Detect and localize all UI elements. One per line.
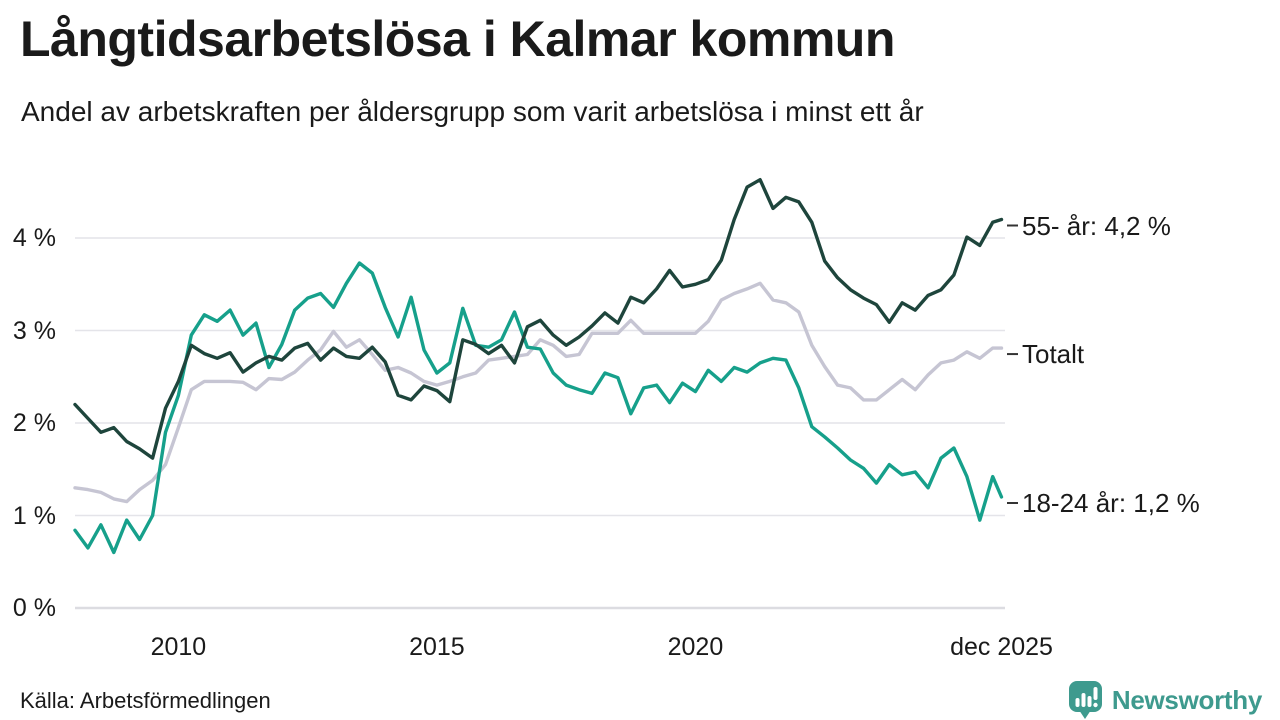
series-lines: [73, 177, 1004, 555]
x-axis-tick-label: 2015: [409, 633, 465, 661]
y-axis-tick-label: 3 %: [12, 316, 56, 345]
series-end-label-Totalt: Totalt: [1022, 339, 1085, 370]
x-axis-tick-label: 2010: [150, 633, 207, 661]
y-axis-tick-label: 0 %: [12, 594, 56, 622]
gridlines: [75, 237, 1005, 610]
page-title: Långtidsarbetslösa i Kalmar kommun: [20, 11, 895, 67]
series-end-label-18-24 år: 18-24 år: 1,2 %: [1022, 488, 1200, 518]
series-line-18-24 år: [73, 261, 1004, 555]
y-axis-tick-label: 1 %: [12, 501, 56, 530]
x-axis-tick-label: dec 2025: [950, 633, 1053, 661]
series-end-ticks: [1007, 224, 1018, 504]
series-line-55- år: [73, 177, 1004, 460]
x-axis-tick-label: 2020: [667, 633, 724, 661]
series-end-label-55- år: 55- år: 4,2 %: [1022, 210, 1171, 241]
page-subtitle: Andel av arbetskraften per åldersgrupp s…: [21, 96, 924, 127]
brand-logo: Newsworthy: [1068, 680, 1262, 720]
y-axis-tick-label: 2 %: [12, 409, 56, 437]
brand-name: Newsworthy: [1111, 684, 1262, 715]
newsworthy-bubble-chart-icon: [1068, 681, 1102, 719]
source-note: Källa: Arbetsförmedlingen: [20, 688, 271, 713]
y-axis-tick-label: 4 %: [12, 224, 56, 252]
series-line-Totalt: [73, 281, 1004, 504]
